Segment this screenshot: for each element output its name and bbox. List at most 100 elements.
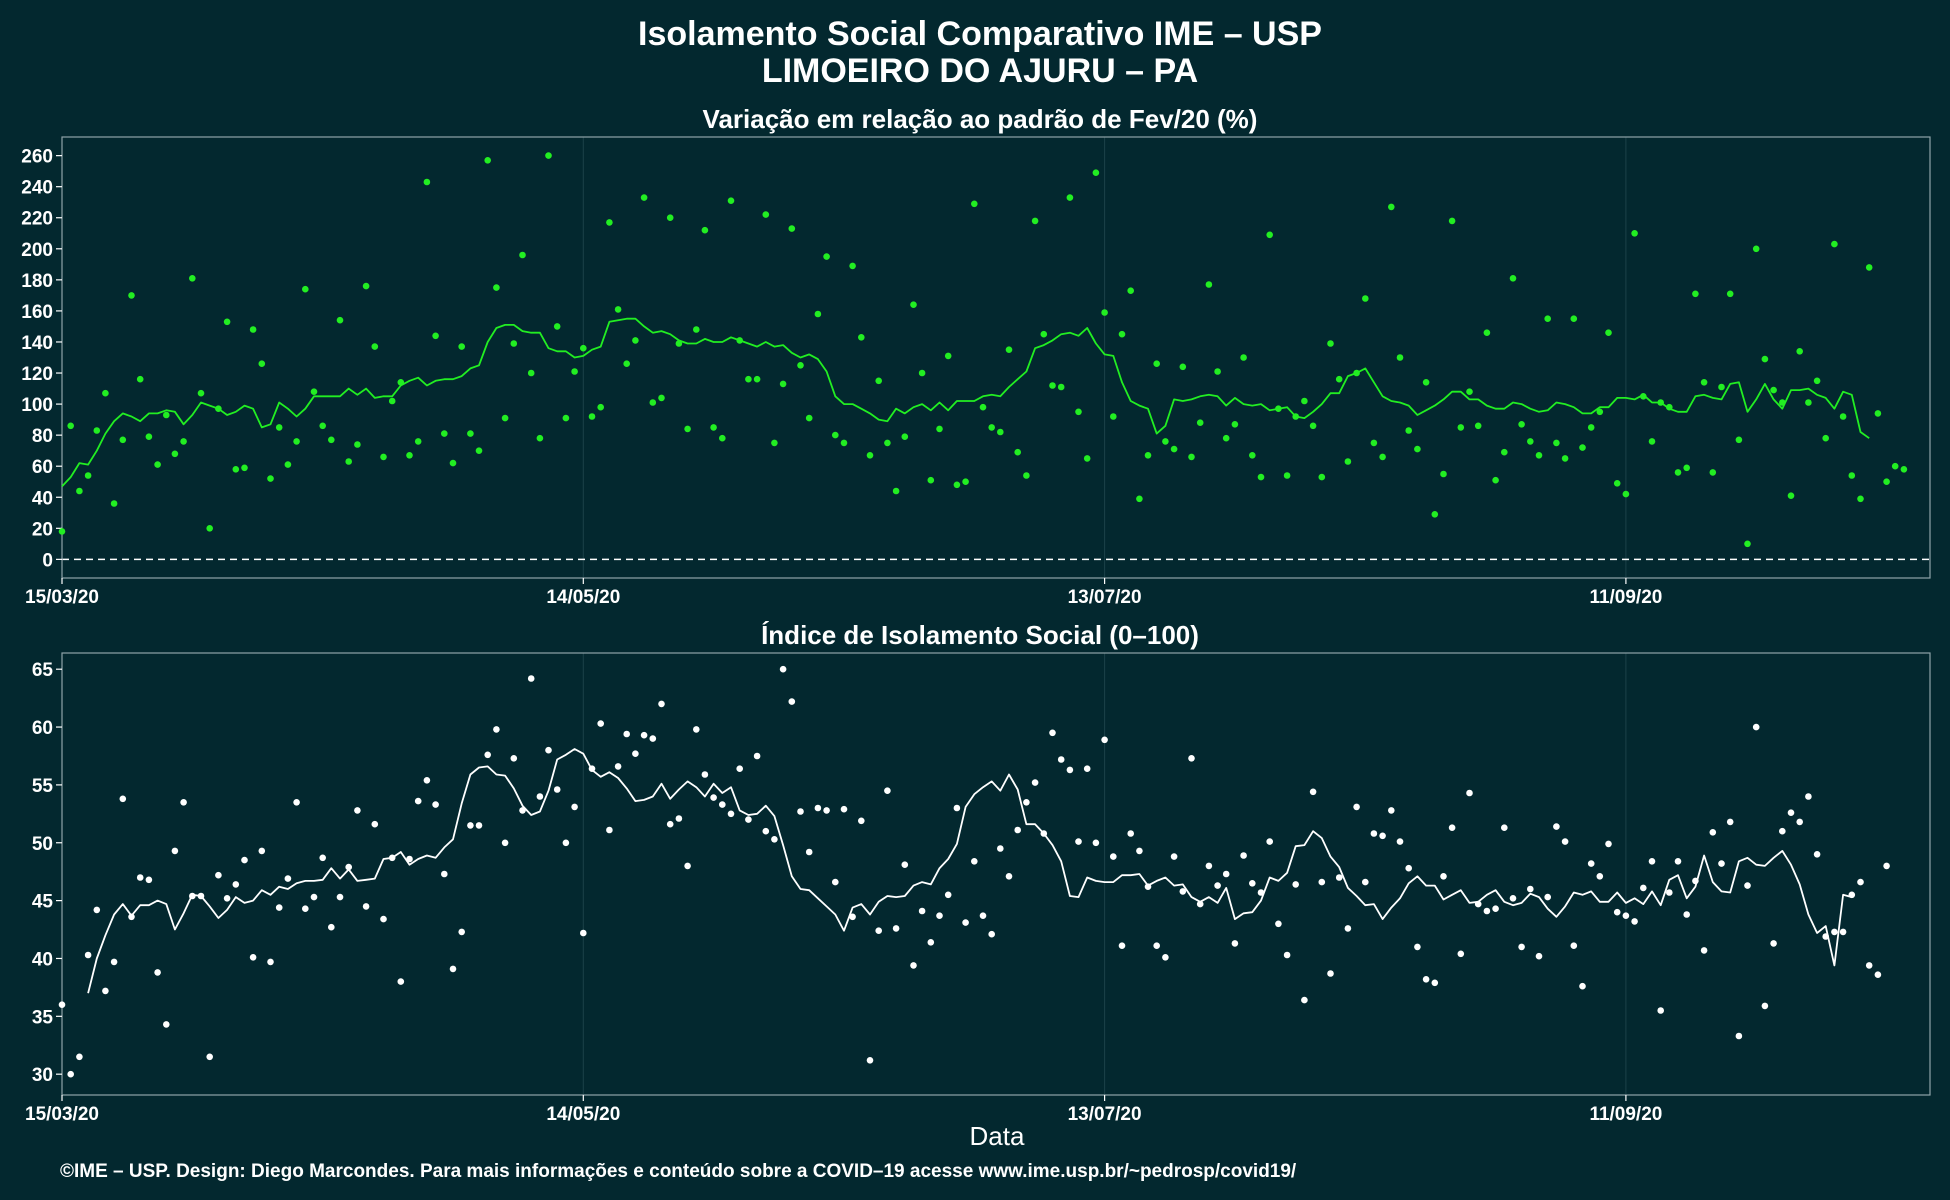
top-data-point	[858, 334, 865, 341]
bottom-data-point	[1518, 943, 1525, 951]
top-data-point	[684, 425, 691, 433]
bottom-data-point	[1544, 893, 1551, 901]
top-data-point	[249, 326, 257, 333]
bottom-data-point	[223, 895, 231, 902]
bottom-data-point	[1370, 830, 1378, 837]
bottom-data-point	[1118, 942, 1126, 949]
top-data-point	[979, 403, 987, 411]
bottom-data-point	[745, 816, 752, 823]
top-data-point	[232, 466, 240, 473]
top-data-point	[493, 284, 500, 291]
bottom-data-point	[814, 804, 822, 812]
top-panel-border	[61, 136, 1931, 579]
top-data-point	[189, 275, 196, 282]
bottom-data-point	[1587, 860, 1595, 867]
bottom-data-point	[128, 913, 135, 921]
top-data-point	[1883, 478, 1890, 486]
top-data-point	[1448, 217, 1456, 225]
main-title-line1: Isolamento Social Comparativo IME – USP	[638, 15, 1322, 53]
top-data-point	[1509, 275, 1517, 282]
top-data-point	[901, 433, 909, 441]
top-data-point	[475, 447, 483, 455]
top-data-point	[1092, 169, 1100, 176]
top-data-point	[432, 332, 439, 340]
top-data-point	[719, 434, 726, 442]
bottom-data-point	[1388, 807, 1395, 814]
bottom-data-point	[545, 746, 552, 754]
bottom-data-point	[1457, 950, 1465, 958]
bottom-data-point	[666, 820, 674, 828]
bottom-data-point	[1379, 832, 1386, 840]
bottom-data-point	[1657, 1007, 1664, 1014]
bottom-data-point	[1857, 878, 1864, 886]
top-data-point	[1040, 330, 1048, 338]
top-data-point	[1144, 452, 1152, 459]
top-data-point	[1153, 360, 1160, 368]
top-data-point	[1031, 217, 1039, 225]
top-data-point	[753, 375, 761, 383]
bottom-data-point	[1335, 874, 1343, 881]
bottom-data-point	[319, 854, 327, 862]
top-data-point	[1327, 340, 1334, 347]
bottom-data-point	[1057, 756, 1065, 763]
bottom-data-point	[275, 904, 283, 911]
bottom-data-point	[779, 665, 787, 673]
bottom-data-point	[1327, 970, 1334, 977]
top-data-point	[997, 428, 1004, 436]
top-data-point	[1266, 231, 1273, 239]
top-y-tick-label: 80	[32, 426, 53, 447]
bottom-data-point	[1839, 928, 1847, 936]
bottom-data-point	[640, 731, 648, 739]
top-data-point	[936, 425, 943, 433]
bottom-data-point	[536, 793, 544, 800]
top-data-point	[797, 362, 804, 369]
bottom-x-tick-label: 11/09/20	[1589, 1104, 1662, 1125]
bottom-data-point	[241, 856, 248, 864]
bottom-data-point	[1596, 873, 1604, 880]
top-data-point	[1683, 464, 1690, 472]
top-data-point	[76, 487, 83, 495]
top-data-point	[962, 478, 969, 486]
top-data-point	[458, 343, 466, 350]
bottom-data-point	[1666, 889, 1673, 896]
top-data-point	[1735, 436, 1743, 444]
top-data-point	[449, 459, 457, 467]
top-y-tick-label: 60	[32, 457, 53, 478]
top-data-point	[1848, 472, 1856, 479]
top-y-tick-label: 120	[21, 364, 53, 385]
top-data-point	[423, 178, 431, 186]
bottom-data-point	[632, 750, 639, 757]
top-data-point	[597, 403, 604, 411]
bottom-data-point	[475, 822, 483, 829]
bottom-data-point	[110, 958, 118, 966]
top-y-tick-label: 20	[32, 519, 53, 540]
bottom-data-point	[892, 925, 900, 932]
bottom-data-point	[1509, 895, 1517, 902]
bottom-data-point	[649, 735, 657, 742]
bottom-data-point	[1561, 838, 1569, 845]
bottom-panel-border	[61, 652, 1931, 1096]
top-data-point	[1900, 466, 1908, 473]
top-y-tick-label: 160	[21, 302, 53, 323]
bottom-data-point	[1883, 862, 1890, 870]
top-data-point	[1718, 383, 1725, 391]
bottom-data-point	[693, 726, 700, 733]
top-data-point	[406, 452, 413, 459]
top-data-point	[918, 369, 926, 377]
top-data-point	[1787, 492, 1795, 500]
bottom-panel: Índice de Isolamento Social (0–100) 30 35…	[25, 620, 1931, 1125]
top-data-point	[971, 200, 978, 208]
top-data-point	[1831, 240, 1838, 248]
top-data-point	[1057, 383, 1065, 391]
bottom-data-point	[302, 905, 309, 912]
bottom-data-point	[328, 923, 335, 931]
top-data-point	[745, 375, 752, 383]
top-data-point	[1692, 290, 1699, 298]
top-data-point	[1075, 408, 1082, 416]
bottom-data-point	[1535, 952, 1543, 960]
bottom-data-point	[249, 954, 257, 961]
top-data-point	[1631, 230, 1638, 237]
bottom-data-point	[1083, 765, 1091, 772]
bottom-data-point	[206, 1053, 213, 1061]
top-y-tick-label: 200	[21, 240, 53, 261]
